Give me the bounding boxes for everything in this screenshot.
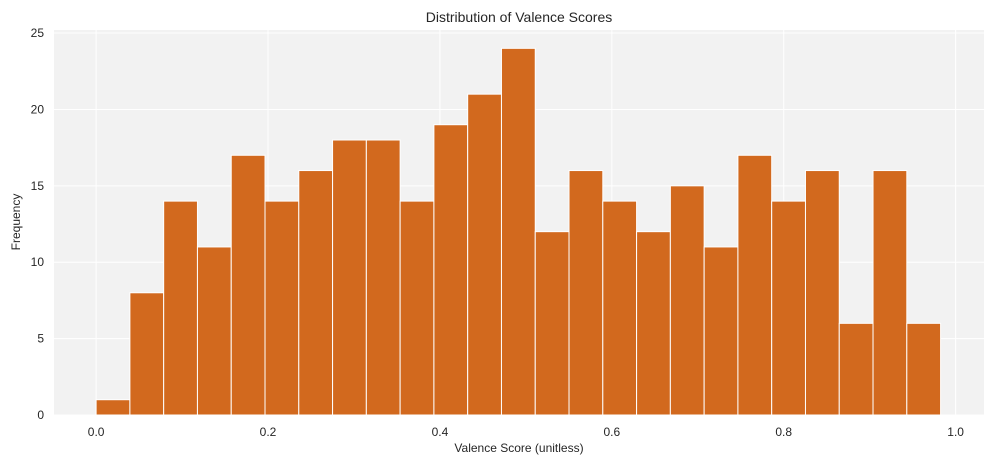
x-tick-label: 0.4 — [432, 425, 449, 439]
histogram-bar — [636, 231, 671, 416]
chart-title: Distribution of Valence Scores — [426, 9, 613, 25]
y-tick-label: 0 — [37, 408, 44, 422]
histogram-bar — [737, 154, 773, 416]
y-tick-label: 15 — [31, 179, 45, 193]
histogram-bar — [230, 154, 266, 416]
histogram-bar — [872, 170, 908, 416]
y-tick-label: 20 — [31, 102, 45, 116]
histogram-bar — [196, 246, 232, 416]
histogram-bar — [669, 185, 705, 416]
histogram-bar — [95, 399, 131, 416]
histogram-bar — [602, 200, 638, 416]
x-tick-label: 0.6 — [603, 425, 620, 439]
y-tick-label: 5 — [37, 332, 44, 346]
y-tick-labels: 0 5 10 15 20 25 — [31, 26, 45, 422]
histogram-bar — [804, 170, 840, 416]
histogram-bar — [365, 139, 401, 416]
y-tick-label: 10 — [31, 255, 45, 269]
histogram-bar — [332, 139, 367, 416]
histogram-bar — [467, 93, 502, 416]
histogram-bars — [95, 47, 942, 416]
x-tick-label: 1.0 — [947, 425, 964, 439]
histogram-bar — [129, 292, 165, 416]
histogram-bar — [771, 200, 806, 416]
histogram-bar — [534, 231, 570, 416]
histogram-bar — [500, 47, 536, 416]
histogram-bar — [906, 322, 942, 416]
x-axis-label: Valence Score (unitless) — [454, 441, 583, 455]
histogram-bar — [703, 246, 739, 416]
y-tick-label: 25 — [31, 26, 45, 40]
x-tick-labels: 0.0 0.2 0.4 0.6 0.8 1.0 — [88, 425, 965, 439]
histogram-bar — [568, 170, 604, 416]
histogram-bar — [264, 200, 300, 416]
histogram-bar — [433, 124, 469, 416]
histogram-bar — [163, 200, 198, 416]
histogram-bar — [838, 322, 874, 416]
y-axis-label: Frequency — [9, 194, 23, 251]
x-tick-label: 0.0 — [88, 425, 105, 439]
x-tick-label: 0.8 — [775, 425, 792, 439]
histogram-bar — [399, 200, 435, 416]
x-tick-label: 0.2 — [260, 425, 277, 439]
histogram-bar — [298, 170, 334, 416]
